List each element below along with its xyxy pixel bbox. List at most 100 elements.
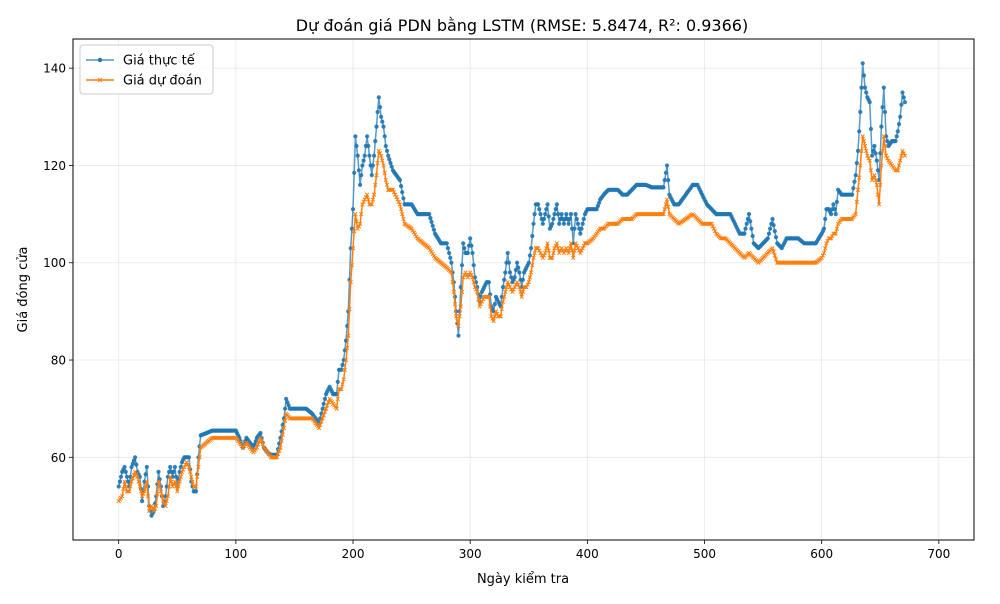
data-point (535, 246, 541, 251)
data-point (280, 432, 285, 437)
data-point (370, 197, 376, 202)
data-point (872, 143, 877, 149)
data-point (335, 379, 340, 384)
data-point (573, 241, 578, 246)
data-point (532, 250, 537, 256)
data-point (662, 207, 667, 212)
data-point (524, 284, 529, 290)
data-point (834, 226, 840, 231)
data-point (552, 246, 557, 251)
data-point (514, 280, 520, 285)
data-point (489, 314, 494, 319)
data-point (554, 241, 560, 246)
data-point (323, 406, 329, 411)
data-point (176, 484, 181, 489)
data-point (821, 226, 827, 231)
data-point (553, 207, 558, 212)
data-point (881, 134, 886, 139)
data-point (145, 494, 151, 499)
x-tick-label: 500 (693, 547, 716, 561)
plot-area-frame (72, 38, 975, 541)
data-point (503, 289, 508, 295)
data-point (375, 109, 380, 115)
data-point (541, 253, 547, 258)
data-point (550, 255, 555, 261)
data-point (861, 73, 867, 78)
data-point (165, 494, 171, 499)
data-point (401, 196, 406, 201)
data-point (879, 124, 884, 129)
data-point (161, 498, 166, 504)
data-point (177, 479, 182, 484)
data-point (391, 190, 397, 195)
data-point (768, 226, 773, 231)
data-point (141, 491, 146, 496)
data-point (374, 173, 379, 178)
data-point (584, 241, 589, 246)
data-point (355, 153, 360, 158)
data-point (282, 418, 288, 423)
data-point (456, 333, 461, 338)
data-point (885, 139, 890, 144)
data-point (765, 236, 770, 241)
legend-marker-predicted (97, 77, 103, 83)
data-point (380, 119, 385, 124)
data-point (561, 250, 567, 256)
legend-label-actual: Giá thực tế (123, 54, 195, 69)
data-point (663, 170, 669, 175)
data-point (172, 479, 178, 484)
data-point (468, 236, 473, 241)
data-point (823, 216, 828, 222)
data-point (430, 223, 435, 228)
legend-entry-predicted: Giá dự đoán (86, 74, 202, 89)
data-point (710, 224, 715, 229)
data-point (478, 301, 483, 307)
data-point (575, 221, 581, 226)
x-tick-label: 600 (810, 547, 833, 561)
data-point (355, 226, 360, 231)
data-point (337, 387, 343, 392)
data-point (471, 263, 476, 268)
data-point (661, 185, 666, 190)
data-point (882, 143, 888, 149)
data-point (445, 246, 450, 251)
data-point (556, 212, 561, 217)
data-point (168, 474, 173, 479)
data-point (532, 212, 537, 217)
data-point (131, 472, 137, 478)
data-point (875, 192, 881, 197)
data-point (862, 143, 868, 149)
data-point (614, 221, 619, 226)
data-point (564, 246, 569, 251)
data-point (566, 221, 571, 226)
data-point (318, 422, 323, 428)
data-point (369, 202, 374, 207)
data-point (869, 177, 875, 183)
data-point (180, 467, 186, 472)
data-point (120, 494, 125, 499)
data-point (566, 250, 571, 256)
data-point (175, 489, 180, 494)
data-point (171, 469, 176, 474)
data-point (381, 124, 386, 129)
data-point (354, 143, 359, 149)
data-point (347, 306, 352, 312)
data-point (237, 435, 242, 440)
data-point (449, 270, 454, 275)
data-point (462, 246, 467, 251)
data-point (899, 102, 904, 107)
data-point (431, 227, 436, 232)
data-point (530, 263, 535, 268)
data-point (129, 479, 134, 484)
data-point (832, 231, 837, 236)
data-point (773, 235, 779, 240)
data-point (546, 248, 551, 253)
data-point (360, 163, 365, 168)
data-point (117, 479, 122, 484)
data-point (860, 134, 865, 139)
data-point (255, 442, 261, 447)
data-point (477, 304, 482, 309)
data-point (661, 211, 666, 217)
data-point (472, 284, 478, 290)
data-point (335, 396, 340, 402)
